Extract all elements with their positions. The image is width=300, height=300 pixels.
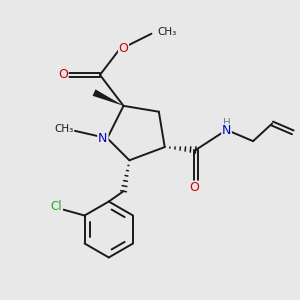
- Text: O: O: [189, 181, 199, 194]
- Text: CH₃: CH₃: [158, 27, 177, 37]
- Polygon shape: [93, 89, 124, 106]
- Text: N: N: [98, 132, 108, 145]
- Text: CH₃: CH₃: [54, 124, 74, 134]
- Text: N: N: [222, 124, 231, 137]
- Text: Cl: Cl: [51, 200, 62, 213]
- Text: H: H: [223, 118, 230, 128]
- Text: O: O: [118, 42, 128, 55]
- Text: O: O: [58, 68, 68, 81]
